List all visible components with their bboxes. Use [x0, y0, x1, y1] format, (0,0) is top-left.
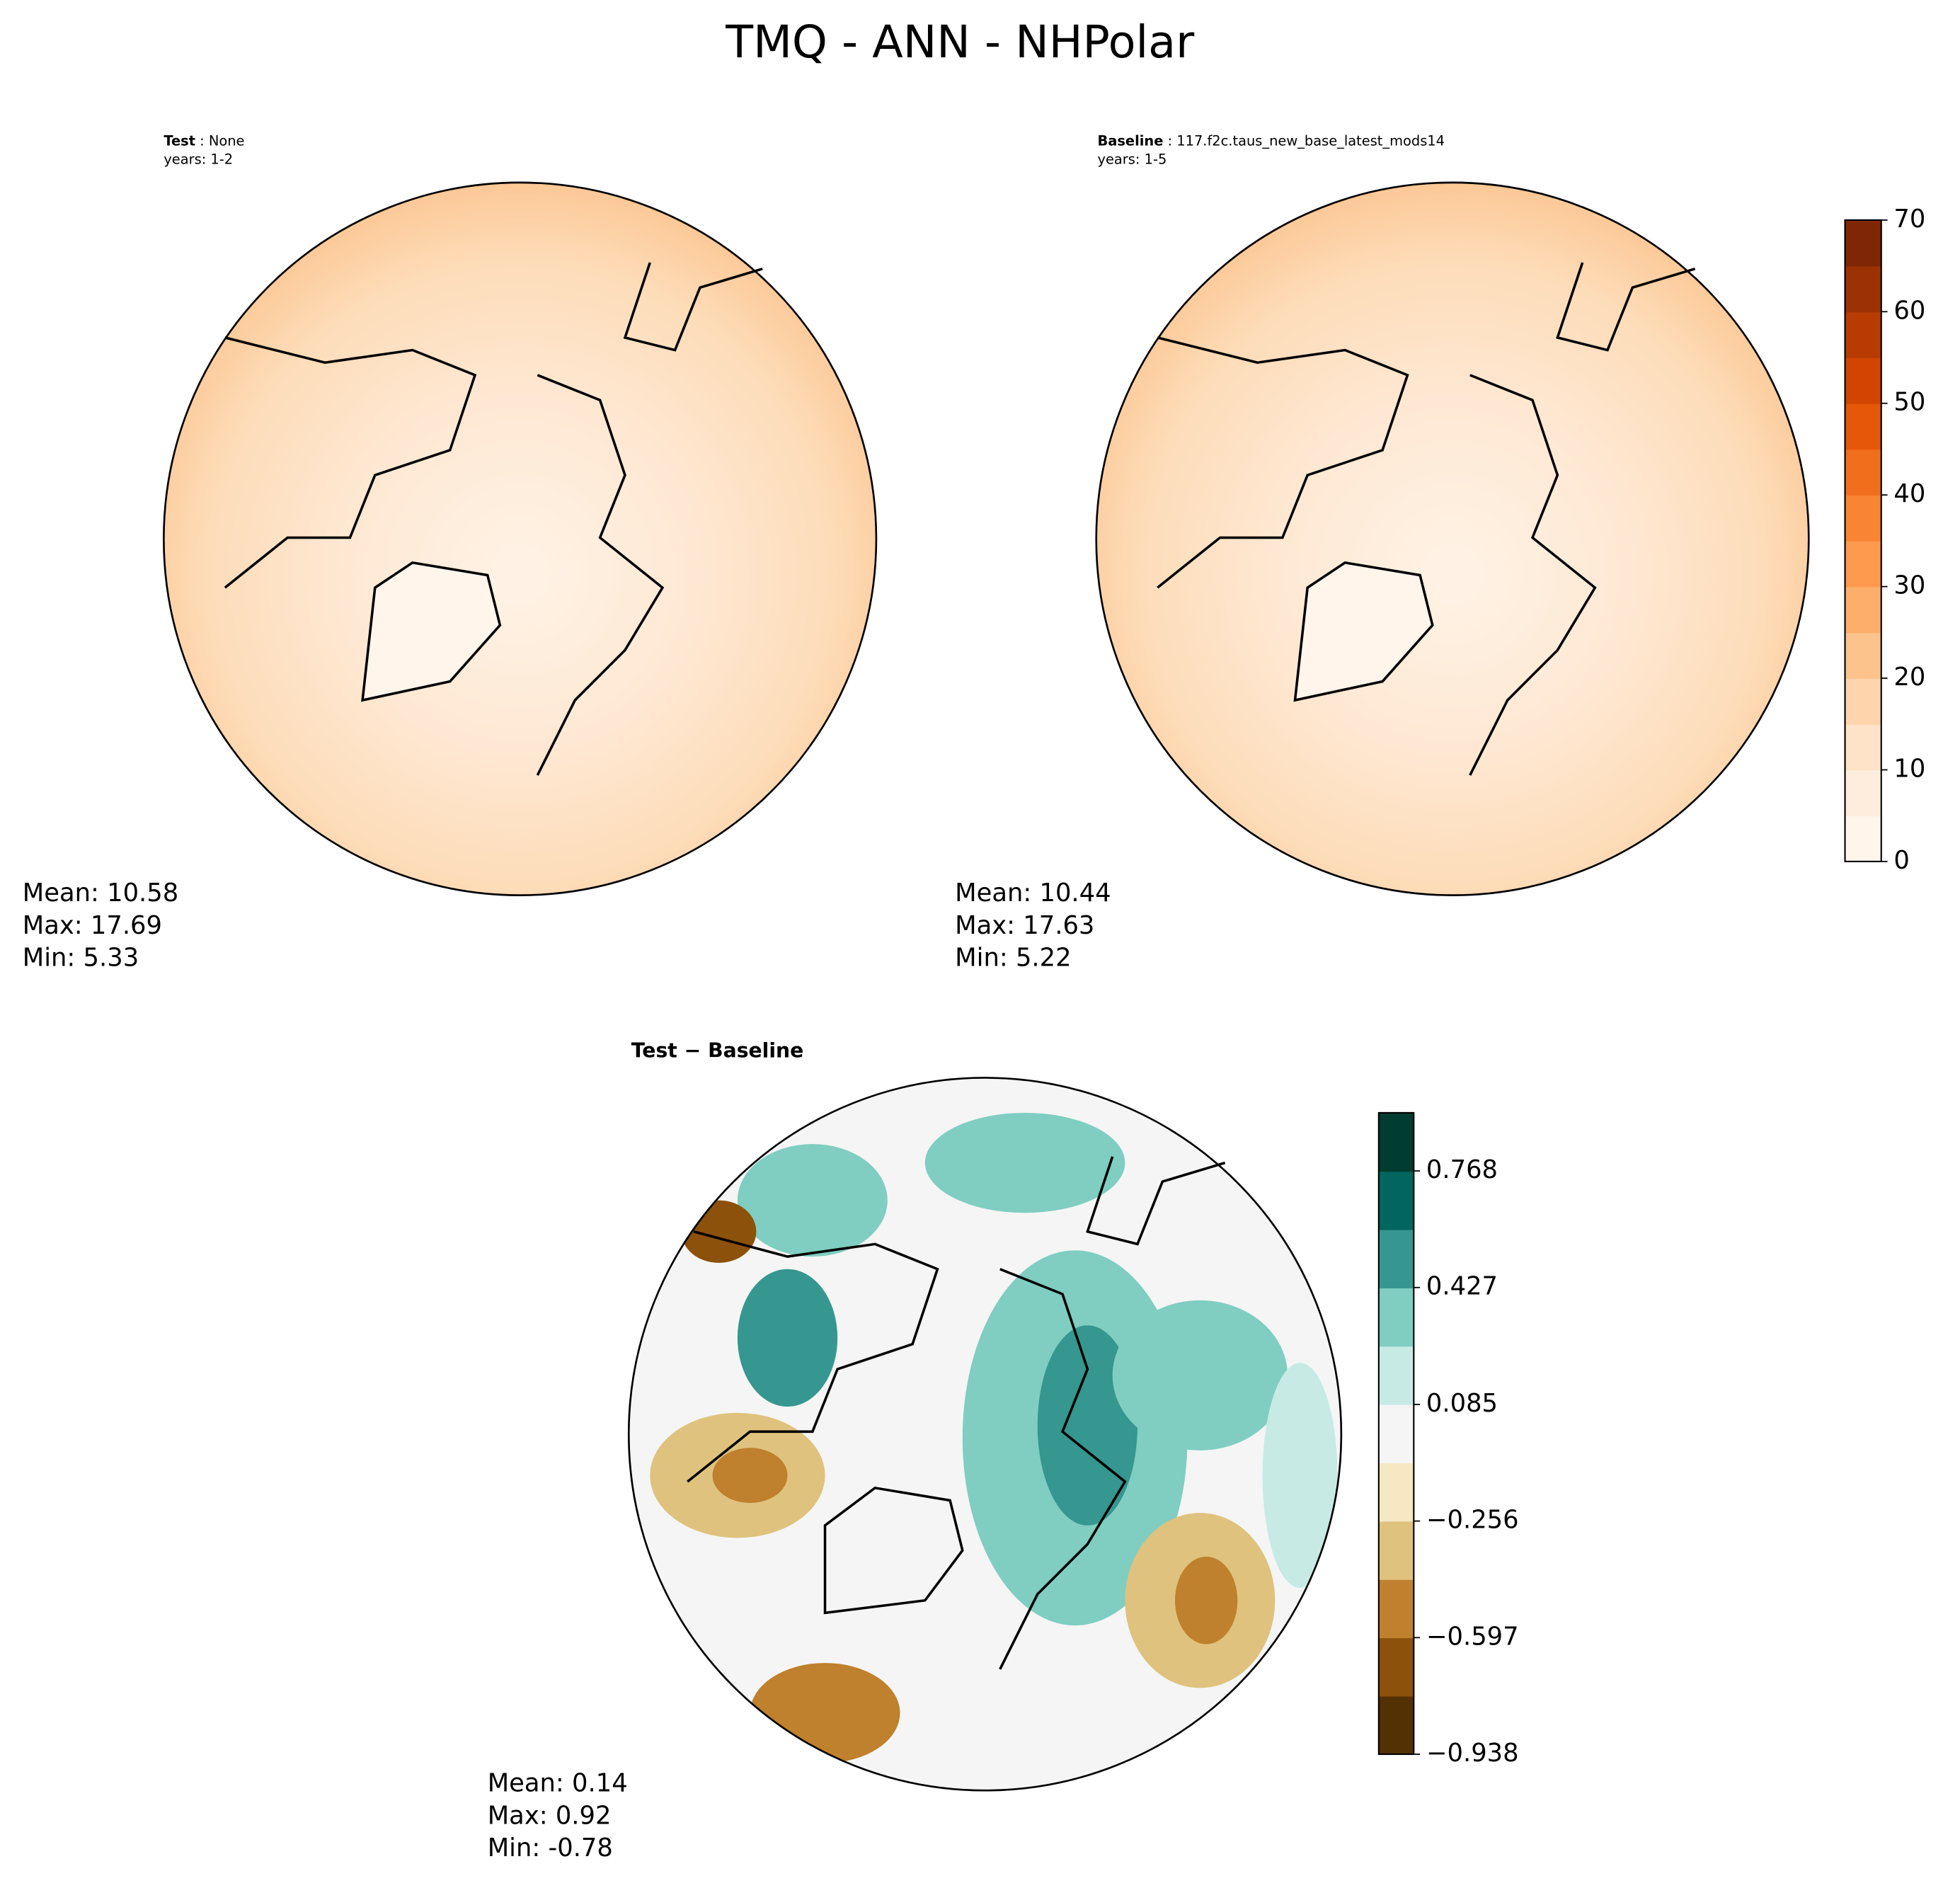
colorbar-frame	[1377, 1111, 1415, 1756]
colorbar-bin	[1845, 678, 1881, 725]
panel-years: years: 1-5	[1097, 151, 1167, 168]
panel-subtitle: Baseline : 117.f2c.taus_new_base_latest_…	[1097, 132, 1445, 149]
colorbar-bin	[1378, 1288, 1414, 1347]
figure-title: TMQ - ANN - NHPolar	[725, 16, 1195, 68]
colorbar-bin	[1378, 1695, 1414, 1755]
panel-subtitle: Test : None	[164, 132, 244, 149]
landmass	[1293, 561, 1434, 702]
stat: Mean: 10.58	[23, 879, 178, 908]
landmass	[361, 561, 502, 702]
colorbar-tick-label: 0.085	[1426, 1389, 1498, 1418]
colorbar-bin	[1845, 495, 1881, 542]
colorbar-tick-label: 20	[1893, 663, 1925, 692]
colorbar-bin	[1845, 540, 1881, 588]
colorbar-tick-label: 70	[1893, 205, 1925, 234]
colorbar-bin	[1378, 1521, 1414, 1580]
colorbar-bin	[1845, 403, 1881, 450]
colorbar-tick-label: −0.938	[1426, 1739, 1519, 1768]
colorbar-tick-label: 0.768	[1426, 1155, 1498, 1184]
panel-label: Baseline	[1097, 132, 1163, 149]
colorbar-bin	[1378, 1171, 1414, 1230]
landmass	[823, 1486, 964, 1615]
stat: Min: 5.22	[955, 944, 1071, 973]
colorbar-bin	[1845, 219, 1881, 267]
colorbar-bin	[1378, 1463, 1414, 1522]
colorbar-bin	[1845, 723, 1881, 771]
colorbar-bin	[1845, 816, 1881, 862]
colorbar-tick-label: 40	[1893, 479, 1925, 508]
colorbar-bin	[1845, 586, 1881, 634]
stat: Min: 5.33	[23, 944, 139, 973]
colorbar-bin	[1845, 265, 1881, 313]
colorbar-tick-label: −0.597	[1426, 1622, 1519, 1651]
coastline	[1157, 262, 1696, 776]
panel-name: 117.f2c.taus_new_base_latest_mods14	[1176, 132, 1445, 149]
colorbar-bin	[1378, 1637, 1414, 1697]
colorbar-bin	[1378, 1112, 1414, 1172]
colorbar-bin	[1378, 1346, 1414, 1405]
colorbar-bin	[1378, 1404, 1414, 1464]
colorbar-tick-label: 10	[1893, 754, 1925, 783]
colorbar-tick-label: 50	[1893, 388, 1925, 417]
panel-name: None	[209, 132, 245, 149]
colorbar-bin	[1378, 1579, 1414, 1639]
stat: Mean: 0.14	[488, 1768, 628, 1797]
panel-label: Test	[164, 132, 195, 149]
map-border	[627, 1077, 1343, 1792]
colorbar-bin	[1845, 311, 1881, 358]
colorbar-tick-label: 30	[1893, 571, 1925, 600]
colorbar-bin	[1845, 449, 1881, 496]
coastline	[224, 262, 763, 776]
map-difference	[629, 1077, 1341, 1791]
colorbar-tick-label: −0.256	[1426, 1506, 1519, 1535]
panel-years: years: 1-2	[164, 151, 233, 168]
colorbar-tick-label: 0.427	[1426, 1272, 1498, 1301]
colorbar-bin	[1845, 357, 1881, 404]
colorbar-bin	[1378, 1229, 1414, 1288]
map-test	[163, 181, 878, 896]
colorbar-bin	[1845, 632, 1881, 679]
colorbar-tick-label: 60	[1893, 296, 1925, 325]
colorbar-tick-label: 0	[1893, 846, 1909, 875]
coastline	[687, 1156, 1226, 1670]
colorbar-frame	[1844, 219, 1882, 862]
stat: Max: 17.69	[23, 911, 162, 940]
map-baseline	[1095, 181, 1810, 896]
stat: Max: 0.92	[488, 1801, 612, 1830]
stat: Min: -0.78	[488, 1833, 613, 1863]
colorbar-bin	[1845, 769, 1881, 817]
stat: Mean: 10.44	[955, 879, 1111, 908]
stat: Max: 17.63	[955, 911, 1094, 940]
panel-title: Test − Baseline	[631, 1039, 804, 1062]
